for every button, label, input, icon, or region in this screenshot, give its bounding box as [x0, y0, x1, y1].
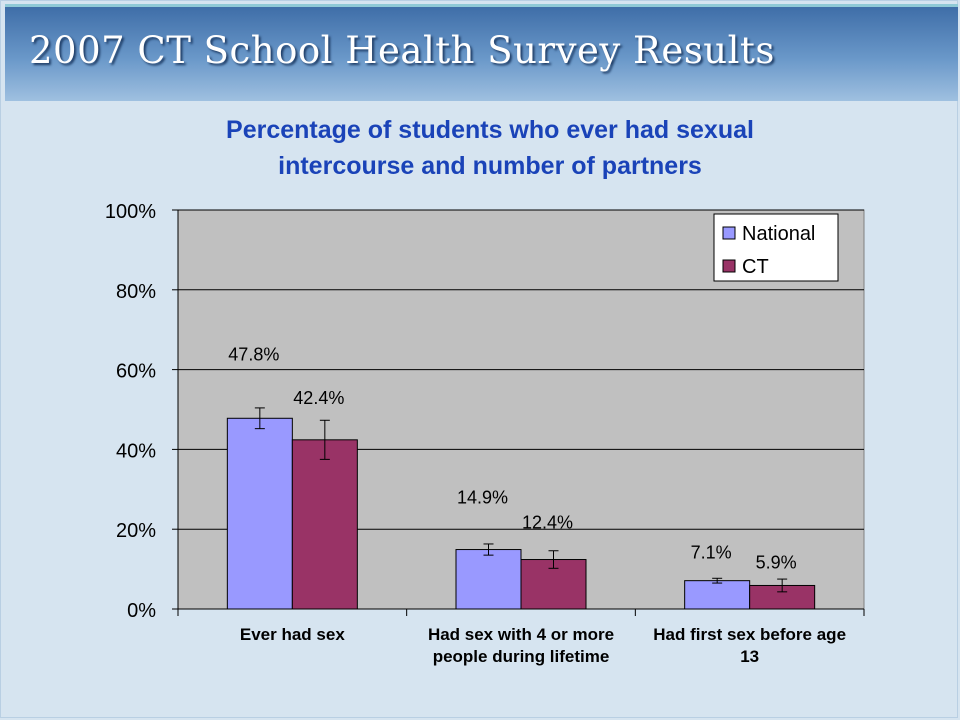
header-banner: 2007 CT School Health Survey Results: [5, 4, 958, 101]
legend-swatch-national: [722, 226, 736, 240]
bar-national: [455, 549, 522, 610]
bar-national: [684, 580, 751, 610]
y-tick-label: 100%: [105, 201, 156, 223]
category-label: Had sex with 4 or more: [428, 625, 614, 644]
bar-ct: [291, 439, 358, 610]
page-title: 2007 CT School Health Survey Results: [29, 29, 775, 72]
legend-swatch-ct: [722, 259, 736, 273]
y-tick-label: 80%: [116, 281, 156, 303]
chart-title-line-2: intercourse and number of partners: [278, 152, 702, 180]
y-tick-label: 60%: [116, 361, 156, 383]
data-label: 7.1%: [691, 543, 732, 563]
data-label: 12.4%: [522, 513, 573, 533]
data-label: 5.9%: [756, 552, 797, 572]
category-label: 13: [740, 647, 759, 666]
y-tick-label: 40%: [116, 440, 156, 462]
category-label: people during lifetime: [433, 647, 610, 666]
data-label: 42.4%: [293, 388, 344, 408]
legend-label-national: National: [742, 223, 815, 245]
category-label: Ever had sex: [240, 625, 345, 644]
data-label: 14.9%: [457, 488, 508, 508]
chart-title-line-1: Percentage of students who ever had sexu…: [226, 116, 754, 144]
bar-national: [226, 417, 293, 610]
legend-label-ct: CT: [742, 256, 769, 278]
data-label: 47.8%: [228, 344, 279, 364]
y-tick-label: 0%: [127, 600, 156, 622]
y-tick-label: 20%: [116, 520, 156, 542]
chart-title: Percentage of students who ever had sexu…: [0, 112, 960, 184]
category-label: Had first sex before age: [653, 625, 846, 644]
